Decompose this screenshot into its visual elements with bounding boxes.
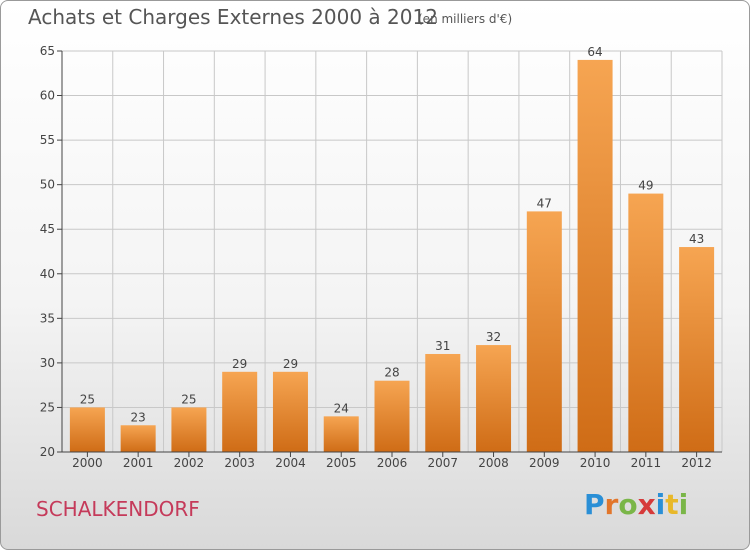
x-tick-label: 2004 bbox=[275, 456, 306, 470]
logo-letter: i bbox=[678, 488, 689, 521]
bar-value-label: 49 bbox=[638, 179, 653, 193]
bar-layer: 25 23 25 29 29 24 28 31 32 47 64 49 43 bbox=[69, 45, 715, 453]
bar[interactable] bbox=[476, 345, 512, 452]
y-tick-label: 60 bbox=[40, 89, 55, 103]
y-tick-label: 45 bbox=[40, 222, 55, 236]
bar[interactable] bbox=[222, 371, 258, 452]
bar-value-label: 47 bbox=[537, 196, 552, 210]
axis-layer: 20 25 30 35 40 45 50 55 60 65 2000 2001 2002 2003 2004… bbox=[40, 44, 722, 470]
x-tick-label: 2007 bbox=[427, 456, 458, 470]
bar-value-label: 32 bbox=[486, 330, 501, 344]
x-tick-label: 2011 bbox=[631, 456, 662, 470]
x-tick-label: 2009 bbox=[529, 456, 560, 470]
logo-letter: x bbox=[637, 488, 656, 521]
commune-name: SCHALKENDORF bbox=[36, 497, 200, 521]
x-tick-label: 2005 bbox=[326, 456, 357, 470]
bar[interactable] bbox=[526, 211, 562, 452]
bar-value-label: 28 bbox=[384, 366, 399, 380]
logo-letter: o bbox=[618, 488, 638, 521]
x-tick-label: 2010 bbox=[580, 456, 611, 470]
bar-value-label: 29 bbox=[283, 357, 298, 371]
bar[interactable] bbox=[69, 407, 105, 452]
logo-letter: P bbox=[584, 488, 605, 521]
y-tick-label: 30 bbox=[40, 356, 55, 370]
bar-value-label: 31 bbox=[435, 339, 450, 353]
chart-subtitle: (en milliers d'€) bbox=[418, 12, 513, 26]
x-tick-label: 2001 bbox=[123, 456, 154, 470]
bar-value-label: 25 bbox=[181, 392, 196, 406]
y-tick-label: 65 bbox=[40, 44, 55, 58]
bar[interactable] bbox=[272, 371, 308, 452]
proxiti-logo[interactable]: Proxiti bbox=[584, 488, 688, 521]
x-tick-label: 2000 bbox=[72, 456, 103, 470]
x-tick-label: 2006 bbox=[377, 456, 408, 470]
y-tick-label: 50 bbox=[40, 178, 55, 192]
x-tick-label: 2008 bbox=[478, 456, 509, 470]
y-tick-label: 25 bbox=[40, 400, 55, 414]
bar[interactable] bbox=[679, 247, 715, 452]
bar[interactable] bbox=[628, 193, 664, 453]
bar[interactable] bbox=[323, 416, 359, 452]
bar[interactable] bbox=[120, 425, 156, 452]
bar[interactable] bbox=[374, 380, 410, 452]
x-tick-label: 2012 bbox=[681, 456, 712, 470]
x-tick-label: 2003 bbox=[224, 456, 255, 470]
x-tick-label: 2002 bbox=[174, 456, 205, 470]
y-tick-label: 35 bbox=[40, 311, 55, 325]
bar-value-label: 29 bbox=[232, 357, 247, 371]
chart-title: Achats et Charges Externes 2000 à 2012 bbox=[28, 5, 438, 29]
bar-value-label: 24 bbox=[334, 401, 349, 415]
bar-value-label: 43 bbox=[689, 232, 704, 246]
logo-letter: i bbox=[655, 488, 666, 521]
bar-value-label: 23 bbox=[131, 410, 146, 424]
y-tick-label: 55 bbox=[40, 133, 55, 147]
logo-letter: t bbox=[665, 488, 679, 521]
bar-value-label: 25 bbox=[80, 392, 95, 406]
bar[interactable] bbox=[577, 59, 613, 453]
y-tick-label: 40 bbox=[40, 267, 55, 281]
y-tick-label: 20 bbox=[40, 445, 55, 459]
bar-value-label: 64 bbox=[587, 45, 602, 59]
logo-letter: r bbox=[604, 488, 619, 521]
bar[interactable] bbox=[425, 353, 461, 452]
bar[interactable] bbox=[171, 407, 207, 452]
